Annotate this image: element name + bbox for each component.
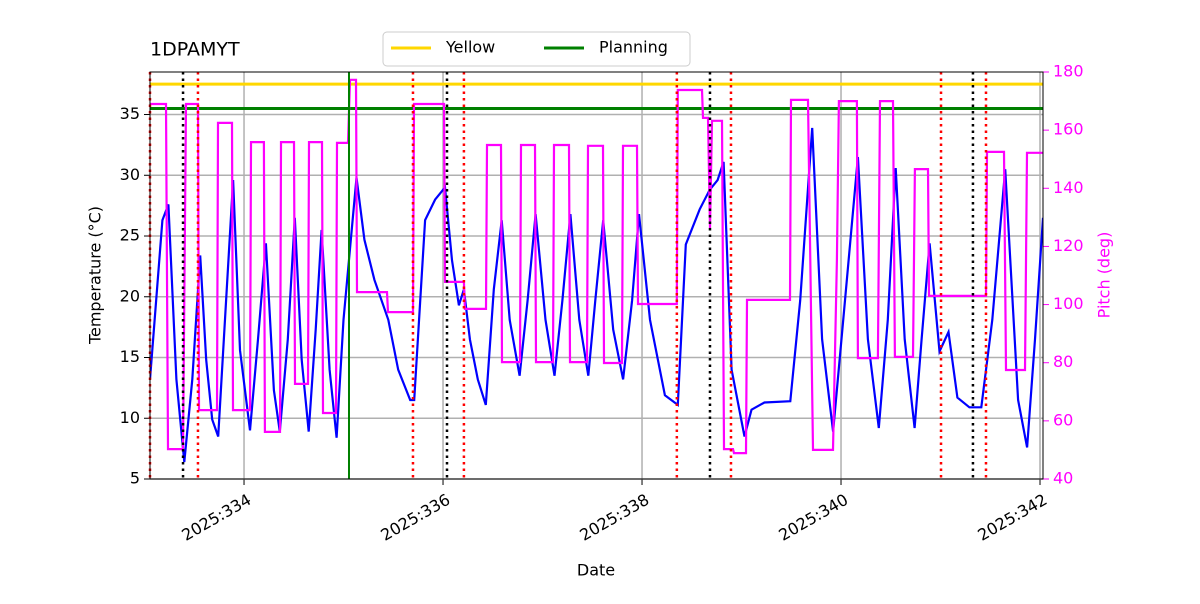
y2-tick-label: 180 <box>1053 62 1084 81</box>
y-tick-label: 30 <box>120 165 140 184</box>
y2-tick-label: 160 <box>1053 120 1084 139</box>
y-tick-label: 35 <box>120 104 140 123</box>
legend-box <box>382 31 691 67</box>
y2-tick-label: 140 <box>1053 178 1084 197</box>
plot-frame <box>149 71 1044 480</box>
data-line <box>150 127 1043 463</box>
y-tick-label: 15 <box>120 347 140 366</box>
y2-tick-label: 40 <box>1053 469 1073 488</box>
y-tick-label: 20 <box>120 286 140 305</box>
y2-axis-label: Pitch (deg) <box>1095 232 1114 319</box>
y-tick-label: 25 <box>120 226 140 245</box>
legend-label: Yellow <box>445 38 495 57</box>
x-axis-label: Date <box>577 561 615 580</box>
y-axis-label: Temperature (°C) <box>86 206 105 345</box>
data-line <box>150 78 1043 455</box>
y2-tick-label: 80 <box>1053 352 1073 371</box>
y2-tick-label: 100 <box>1053 294 1084 313</box>
y-tick-label: 10 <box>120 408 140 427</box>
legend: Yellow Planning <box>382 31 691 67</box>
y2-tick-label: 60 <box>1053 410 1073 429</box>
chart-title: 1DPAMYT <box>150 39 240 61</box>
y2-tick-label: 120 <box>1053 236 1084 255</box>
legend-label: Planning <box>599 38 668 57</box>
y-tick-label: 5 <box>130 469 140 488</box>
